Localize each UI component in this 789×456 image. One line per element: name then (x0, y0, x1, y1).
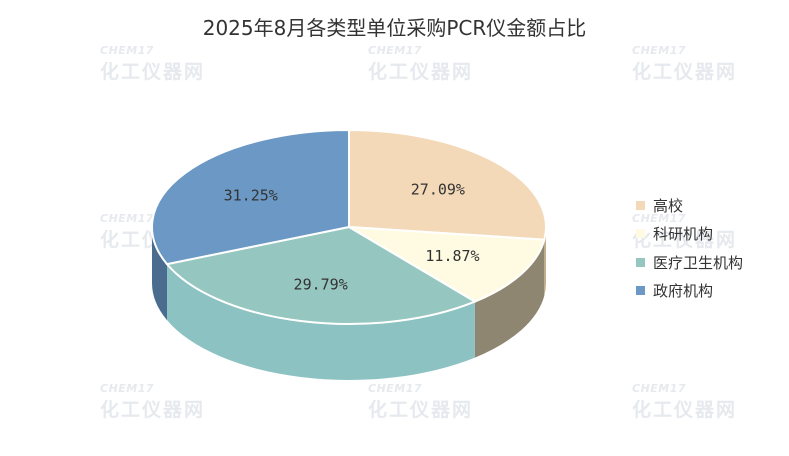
legend-item: 政府机构 (636, 277, 743, 306)
legend-item: 医疗卫生机构 (636, 248, 743, 277)
legend-label: 高校 (653, 196, 684, 215)
pie-slice (348, 226, 546, 303)
legend-label: 科研机构 (653, 225, 714, 244)
pie-slice-side (544, 227, 546, 296)
pie-slice (151, 128, 350, 266)
legend-swatch (636, 286, 645, 296)
legend-swatch (636, 229, 645, 239)
pie-slice (165, 225, 478, 325)
legend-swatch (636, 200, 645, 210)
legend-item: 高校 (636, 191, 743, 220)
chart-title: 2025年8月各类型单位采购PCR仪金额占比 (202, 16, 587, 40)
pie-slice-side (152, 227, 167, 321)
legend-swatch (636, 257, 645, 267)
legend-label: 医疗卫生机构 (653, 253, 744, 272)
slice-label: 27.09% (411, 181, 465, 199)
slice-label: 29.79% (294, 276, 348, 294)
slice-label: 31.25% (224, 187, 278, 205)
legend-item: 科研机构 (636, 220, 743, 249)
pie-slice-side (167, 264, 475, 380)
pie-slice (348, 128, 547, 241)
legend-label: 政府机构 (653, 282, 714, 301)
slice-label: 11.87% (425, 247, 479, 265)
legend: 高校 科研机构 医疗卫生机构 政府机构 (636, 191, 743, 305)
